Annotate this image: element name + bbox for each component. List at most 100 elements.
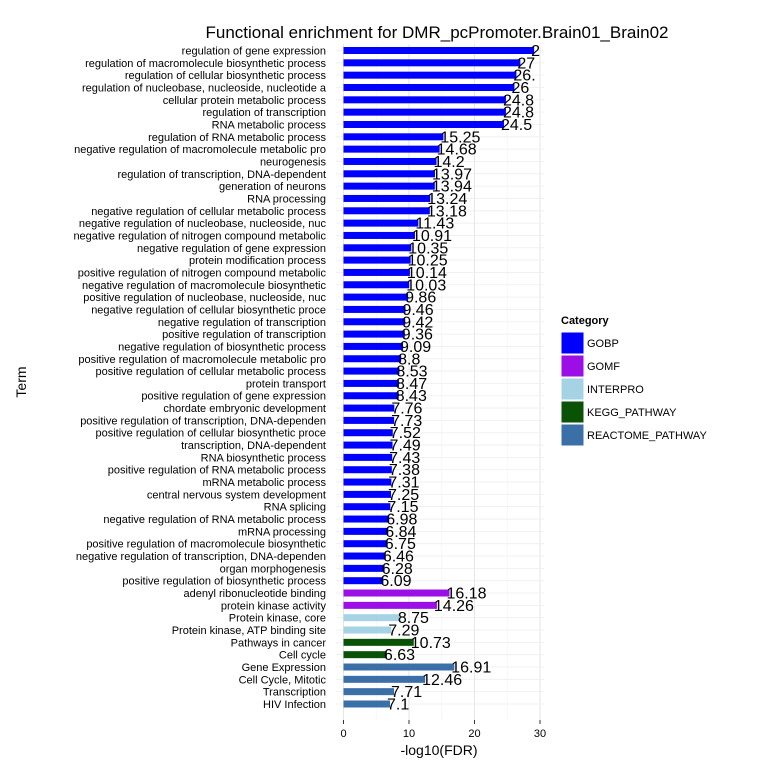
term-label: chordate embryonic development	[163, 403, 326, 415]
value-label: 6.28	[382, 561, 413, 578]
bar	[343, 305, 406, 313]
value-labels: 22726.2624.824.824.515.2514.6814.213.971…	[380, 43, 540, 713]
value-label: 14.68	[437, 142, 477, 159]
term-label: RNA metabolic process	[212, 119, 327, 131]
bar	[343, 490, 391, 498]
value-label: 6.84	[385, 524, 416, 541]
term-label: RNA processing	[247, 193, 326, 205]
value-label: 6.98	[386, 512, 417, 529]
bar	[343, 478, 392, 486]
bar	[343, 564, 385, 572]
value-label: 16.18	[446, 586, 486, 603]
bar	[343, 614, 401, 622]
term-label: positive regulation of macromolecule met…	[78, 354, 326, 366]
value-label: 24.8	[503, 105, 534, 122]
value-label: 24.5	[501, 117, 532, 134]
bar	[343, 145, 440, 153]
legend-swatch	[560, 331, 585, 355]
value-label: 10.14	[407, 265, 447, 282]
x-tick-label: 10	[403, 728, 415, 740]
term-label: protein transport	[246, 378, 326, 390]
chart-title: Functional enrichment for DMR_pcPromoter…	[205, 23, 668, 42]
term-labels: regulation of gene expressionregulation …	[73, 46, 326, 711]
term-label: negative regulation of nucleobase, nucle…	[79, 218, 327, 230]
legend-swatch	[560, 354, 585, 378]
term-label: negative regulation of cellular metaboli…	[91, 206, 326, 218]
value-label: 14.2	[434, 154, 465, 171]
value-label: 7.73	[391, 413, 422, 430]
bar	[343, 367, 400, 375]
value-label: 13.94	[432, 179, 472, 196]
term-label: transcription, DNA-dependent	[181, 440, 326, 452]
bar	[343, 404, 395, 412]
term-label: Protein kinase, ATP binding site	[172, 625, 326, 637]
bar	[343, 207, 430, 215]
value-label: 24.8	[503, 92, 534, 109]
bar	[343, 355, 402, 363]
value-label: 16.91	[451, 660, 491, 677]
bar	[343, 527, 389, 535]
term-label: Protein kinase, core	[229, 613, 326, 625]
legend-label: KEGG_PATHWAY	[587, 407, 677, 419]
value-label: 7.49	[390, 438, 421, 455]
value-label: 10.25	[408, 253, 448, 270]
bar	[343, 416, 395, 424]
bar	[343, 268, 410, 276]
value-label: 7.38	[389, 462, 420, 479]
term-label: negative regulation of gene expression	[137, 243, 326, 255]
value-label: 13.18	[427, 203, 467, 220]
term-label: positive regulation of RNA metabolic pro…	[108, 465, 327, 477]
bar	[343, 453, 393, 461]
term-label: adenyl ribonucleotide binding	[184, 588, 327, 600]
term-label: Gene Expression	[242, 662, 326, 674]
bar	[343, 157, 437, 165]
bar	[343, 441, 393, 449]
bar	[343, 47, 535, 54]
legend-swatch	[560, 400, 585, 424]
term-label: mRNA processing	[238, 526, 326, 538]
term-label: positive regulation of macromolecule bio…	[86, 539, 326, 551]
bar	[343, 379, 399, 387]
value-label: 9.46	[402, 302, 433, 319]
bar	[343, 589, 450, 597]
bar	[343, 133, 444, 141]
term-label: cellular protein metabolic process	[163, 95, 327, 107]
bar	[343, 540, 388, 548]
value-label: 26.	[513, 68, 535, 85]
value-label: 11.43	[415, 216, 454, 233]
term-label: regulation of transcription, DNA-depende…	[117, 169, 326, 181]
value-label: 7.76	[391, 401, 422, 418]
term-label: protein kinase activity	[221, 600, 327, 612]
value-label: 7.15	[387, 499, 418, 516]
legend-title: Category	[561, 315, 610, 327]
term-label: negative regulation of cellular biosynth…	[91, 304, 326, 316]
value-label: 9.86	[405, 290, 436, 307]
y-axis-title: Term	[13, 366, 29, 397]
bar	[343, 638, 414, 646]
term-label: Pathways in cancer	[231, 637, 327, 649]
bar	[343, 59, 521, 67]
bar	[343, 318, 406, 326]
bar	[343, 342, 404, 350]
term-label: negative regulation of macromolecule met…	[74, 144, 326, 156]
term-label: negative regulation of RNA metabolic pro…	[103, 514, 326, 526]
term-label: positive regulation of nucleobase, nucle…	[83, 292, 326, 304]
legend-label: REACTOME_PATHWAY	[587, 430, 707, 442]
bar	[343, 503, 391, 511]
term-label: regulation of RNA metabolic process	[148, 132, 326, 144]
bars	[343, 47, 535, 708]
term-label: protein modification process	[189, 255, 326, 267]
bar	[343, 330, 405, 338]
term-label: regulation of nucleobase, nucleoside, nu…	[82, 82, 327, 94]
value-label: 6.46	[383, 549, 414, 566]
value-label: 6.09	[380, 573, 411, 590]
legend-swatch	[560, 377, 585, 401]
bar	[343, 515, 390, 523]
bar	[343, 71, 517, 79]
term-label: organ morphogenesis	[220, 563, 327, 575]
value-label: 8.43	[396, 388, 427, 405]
bar	[343, 688, 395, 696]
legend-label: GOBP	[587, 338, 619, 350]
value-label: 8.75	[398, 610, 429, 627]
term-label: RNA biosynthetic process	[201, 452, 327, 464]
